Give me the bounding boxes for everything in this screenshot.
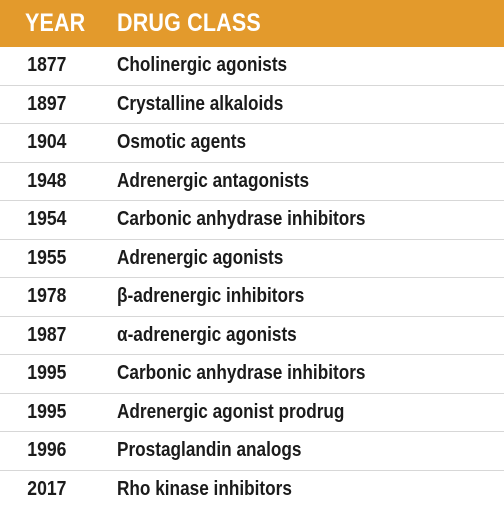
table-row: 1987 α-adrenergic agonists — [0, 317, 504, 356]
table-header: YEAR DRUG CLASS — [0, 0, 504, 47]
drug-class-column-header: DRUG CLASS — [117, 9, 450, 38]
drug-class-cell: Osmotic agents — [117, 131, 450, 154]
drug-class-cell: β-adrenergic inhibitors — [117, 285, 450, 308]
table-row: 1954 Carbonic anhydrase inhibitors — [0, 201, 504, 240]
table-row: 1995 Carbonic anhydrase inhibitors — [0, 355, 504, 394]
drug-class-cell: Adrenergic agonist prodrug — [117, 401, 450, 424]
year-cell: 1948 — [0, 170, 103, 193]
table-row: 1978 β-adrenergic inhibitors — [0, 278, 504, 317]
year-cell: 1987 — [0, 324, 103, 347]
drug-class-cell: Adrenergic antagonists — [117, 170, 450, 193]
year-cell: 1954 — [0, 208, 103, 231]
drug-class-cell: α-adrenergic agonists — [117, 324, 450, 347]
year-column-header: YEAR — [0, 9, 101, 38]
drug-class-cell: Crystalline alkaloids — [117, 93, 450, 116]
year-cell: 1996 — [0, 439, 103, 462]
table-row: 1904 Osmotic agents — [0, 124, 504, 163]
table-row: 1948 Adrenergic antagonists — [0, 163, 504, 202]
year-cell: 1955 — [0, 247, 103, 270]
year-cell: 1877 — [0, 54, 103, 77]
year-cell: 2017 — [0, 478, 103, 501]
year-cell: 1995 — [0, 401, 103, 424]
table-row: 1996 Prostaglandin analogs — [0, 432, 504, 471]
table-row: 1955 Adrenergic agonists — [0, 240, 504, 279]
table-row: 2017 Rho kinase inhibitors — [0, 471, 504, 509]
year-cell: 1978 — [0, 285, 103, 308]
drug-class-cell: Carbonic anhydrase inhibitors — [117, 208, 450, 231]
drug-class-cell: Carbonic anhydrase inhibitors — [117, 362, 450, 385]
table-row: 1897 Crystalline alkaloids — [0, 86, 504, 125]
year-cell: 1995 — [0, 362, 103, 385]
table-row: 1995 Adrenergic agonist prodrug — [0, 394, 504, 433]
drug-class-cell: Rho kinase inhibitors — [117, 478, 450, 501]
year-cell: 1904 — [0, 131, 103, 154]
year-cell: 1897 — [0, 93, 103, 116]
drug-class-cell: Prostaglandin analogs — [117, 439, 450, 462]
drug-class-cell: Cholinergic agonists — [117, 54, 450, 77]
drug-class-cell: Adrenergic agonists — [117, 247, 450, 270]
table-row: 1877 Cholinergic agonists — [0, 47, 504, 86]
